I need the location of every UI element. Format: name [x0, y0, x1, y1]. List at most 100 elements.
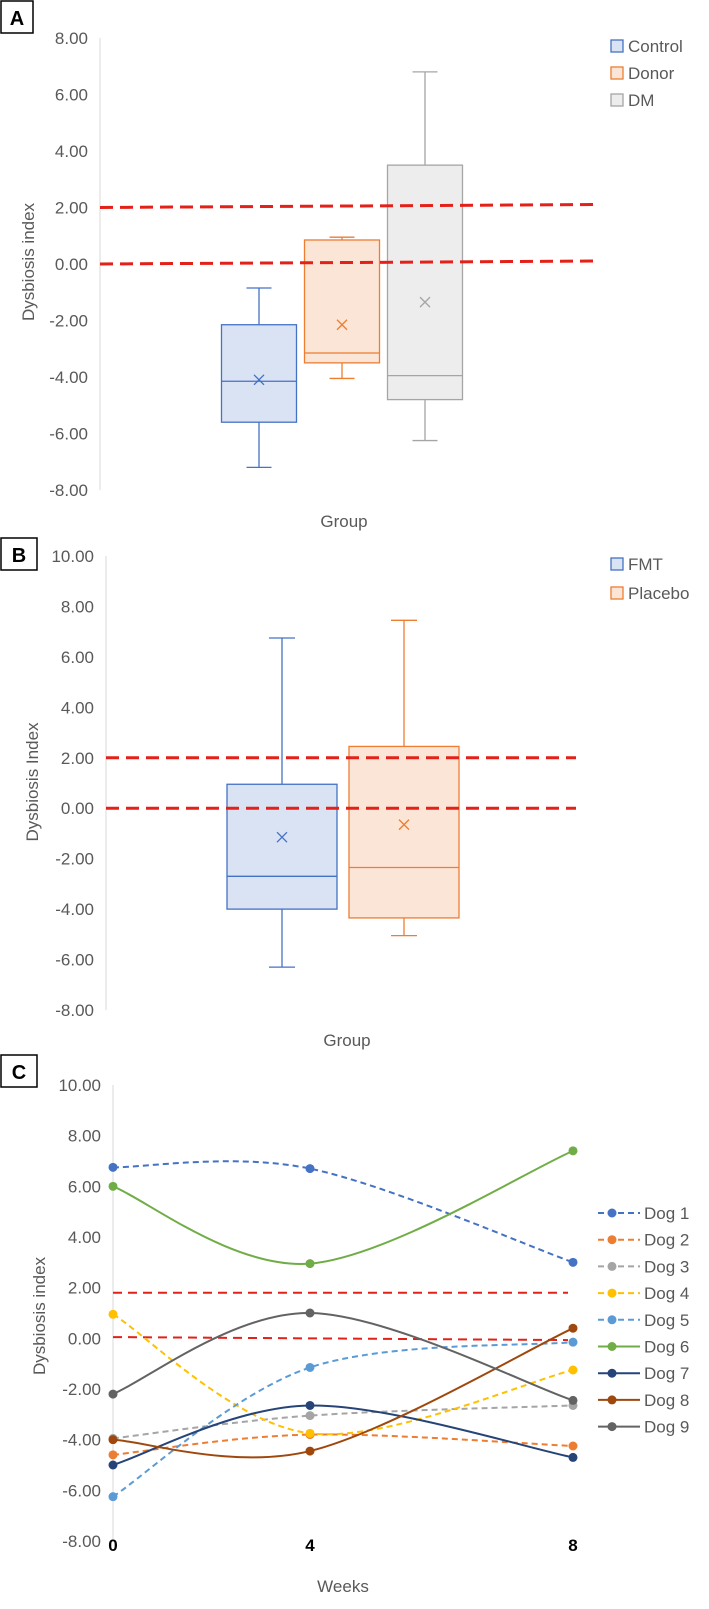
- data-point: [305, 1428, 315, 1438]
- y-tick-label: 10.00: [51, 547, 94, 566]
- mean-marker: [276, 831, 288, 843]
- series-line: [112, 1160, 574, 1264]
- x-tick-label: 4: [305, 1536, 315, 1555]
- legend-label: Dog 5: [644, 1311, 689, 1330]
- y-tick-label: 6.00: [68, 1177, 101, 1196]
- legend-label: Dog 8: [644, 1391, 689, 1410]
- y-tick-label: 0.00: [61, 799, 94, 818]
- series-dog-6: [108, 1146, 578, 1269]
- legend-label: Control: [628, 37, 683, 56]
- y-tick-label: 0.00: [68, 1329, 101, 1348]
- series-dog-4: [108, 1309, 578, 1438]
- legend-marker: [607, 1368, 617, 1378]
- data-point: [108, 1309, 118, 1319]
- box-iqr: [348, 745, 460, 919]
- legend-label: Dog 7: [644, 1364, 689, 1383]
- y-tick-label: 6.00: [55, 86, 88, 105]
- data-point: [305, 1308, 315, 1318]
- x-tick-label: 0: [108, 1536, 117, 1555]
- y-tick-label: -4.00: [55, 900, 94, 919]
- reference-line: [99, 203, 601, 209]
- series-line: [112, 1313, 574, 1436]
- reference-line: [99, 259, 601, 266]
- y-tick-label: 2.00: [61, 749, 94, 768]
- box-control: [220, 287, 298, 469]
- y-tick-label: -6.00: [55, 951, 94, 970]
- panel-letter-box: [0, 537, 38, 571]
- legend-marker: [607, 1208, 617, 1218]
- series-dog-1: [108, 1160, 578, 1267]
- mean-marker: [398, 819, 410, 831]
- mean-marker: [419, 296, 431, 308]
- legend-label: DM: [628, 91, 654, 110]
- data-point: [305, 1259, 315, 1269]
- data-point: [305, 1164, 315, 1174]
- data-point: [108, 1435, 118, 1445]
- legend-label: Dog 2: [644, 1231, 689, 1250]
- box-dm: [386, 71, 464, 442]
- panel-letter-box: [0, 1054, 38, 1088]
- y-tick-label: 2.00: [55, 199, 88, 218]
- data-point: [108, 1389, 118, 1399]
- y-tick-label: -2.00: [49, 312, 88, 331]
- series-line: [112, 1149, 574, 1265]
- y-tick-label: -8.00: [62, 1532, 101, 1551]
- x-tick-label: 8: [568, 1536, 577, 1555]
- legend-marker: [607, 1235, 617, 1245]
- x-axis-label: Group: [320, 512, 367, 531]
- box-iqr: [303, 239, 381, 364]
- data-point: [568, 1365, 578, 1375]
- y-tick-label: -8.00: [49, 481, 88, 500]
- y-tick-label: 6.00: [61, 648, 94, 667]
- legend-marker: [607, 1261, 617, 1271]
- legend-label: Dog 4: [644, 1284, 689, 1303]
- data-point: [305, 1400, 315, 1410]
- y-axis-label: Dysbiosis index: [30, 1256, 49, 1375]
- legend-label: FMT: [628, 555, 663, 574]
- y-tick-label: -8.00: [55, 1001, 94, 1020]
- y-tick-label: -4.00: [62, 1431, 101, 1450]
- y-tick-label: 4.00: [55, 142, 88, 161]
- legend-swatch: [610, 586, 624, 600]
- legend-swatch: [610, 66, 624, 80]
- y-tick-label: -2.00: [62, 1380, 101, 1399]
- panel-letter: B: [12, 545, 26, 567]
- data-point: [568, 1452, 578, 1462]
- y-tick-label: 8.00: [55, 29, 88, 48]
- y-tick-label: -2.00: [55, 850, 94, 869]
- series-line: [112, 1404, 574, 1440]
- legend-marker: [607, 1342, 617, 1351]
- box-iqr: [220, 324, 298, 423]
- series-dog-9: [108, 1308, 578, 1405]
- y-tick-label: 2.00: [68, 1279, 101, 1298]
- y-tick-label: 4.00: [68, 1228, 101, 1247]
- legend-label: Donor: [628, 64, 675, 83]
- legend-marker: [607, 1315, 617, 1325]
- data-point: [568, 1395, 578, 1405]
- box-fmt: [226, 637, 338, 968]
- panel-letter-box: [0, 0, 34, 34]
- x-axis-label: Weeks: [317, 1577, 369, 1596]
- y-axis-label: Dysbiosis index: [19, 202, 38, 321]
- box-iqr: [226, 783, 338, 910]
- data-point: [108, 1181, 118, 1191]
- data-point: [568, 1337, 578, 1347]
- data-point: [108, 1492, 118, 1502]
- box-placebo: [348, 619, 460, 937]
- legend-label: Dog 6: [644, 1338, 689, 1357]
- mean-marker: [253, 374, 265, 386]
- y-tick-label: 8.00: [61, 597, 94, 616]
- panel-letter: C: [12, 1062, 26, 1084]
- y-tick-label: -6.00: [62, 1481, 101, 1500]
- data-point: [568, 1323, 578, 1333]
- data-point: [568, 1146, 578, 1156]
- y-tick-label: 4.00: [61, 698, 94, 717]
- series-dog-7: [108, 1400, 578, 1470]
- data-point: [305, 1362, 315, 1372]
- y-tick-label: 8.00: [68, 1127, 101, 1146]
- series-line: [112, 1327, 574, 1459]
- series-dog-8: [108, 1323, 578, 1459]
- box-iqr: [386, 164, 464, 401]
- reference-line: [112, 1336, 569, 1342]
